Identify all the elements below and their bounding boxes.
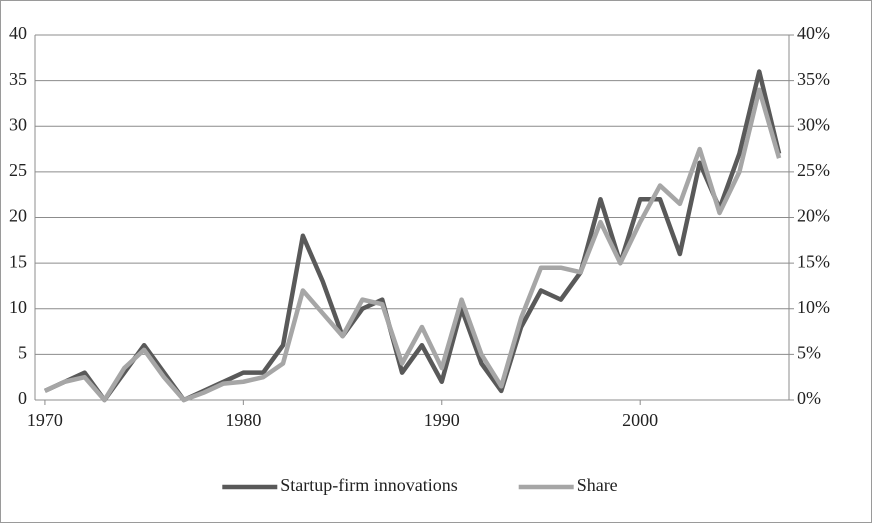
y-tick-label: 15 bbox=[9, 251, 27, 271]
y-tick-label: 0 bbox=[18, 388, 27, 408]
x-tick-label: 1980 bbox=[225, 410, 261, 430]
x-tick-label: 2000 bbox=[622, 410, 658, 430]
y2-tick-label: 25% bbox=[797, 160, 830, 180]
y2-tick-label: 20% bbox=[797, 206, 830, 226]
y-tick-label: 40 bbox=[9, 23, 27, 43]
y2-tick-label: 5% bbox=[797, 343, 821, 363]
y2-tick-label: 30% bbox=[797, 114, 830, 134]
series-line bbox=[43, 69, 782, 403]
y2-tick-label: 15% bbox=[797, 251, 830, 271]
y2-tick-label: 0% bbox=[797, 388, 821, 408]
series-line bbox=[43, 87, 782, 403]
y2-tick-label: 10% bbox=[797, 297, 830, 317]
x-tick-label: 1970 bbox=[27, 410, 63, 430]
y2-tick-label: 35% bbox=[797, 69, 830, 89]
y-tick-label: 5 bbox=[18, 343, 27, 363]
y-tick-label: 20 bbox=[9, 206, 27, 226]
y-tick-label: 35 bbox=[9, 69, 27, 89]
legend-label: Startup-firm innovations bbox=[280, 475, 457, 495]
x-tick-label: 1990 bbox=[424, 410, 460, 430]
y-tick-label: 10 bbox=[9, 297, 27, 317]
legend-label: Share bbox=[577, 475, 618, 495]
y-tick-label: 30 bbox=[9, 114, 27, 134]
y2-tick-label: 40% bbox=[797, 23, 830, 43]
y-tick-label: 25 bbox=[9, 160, 27, 180]
